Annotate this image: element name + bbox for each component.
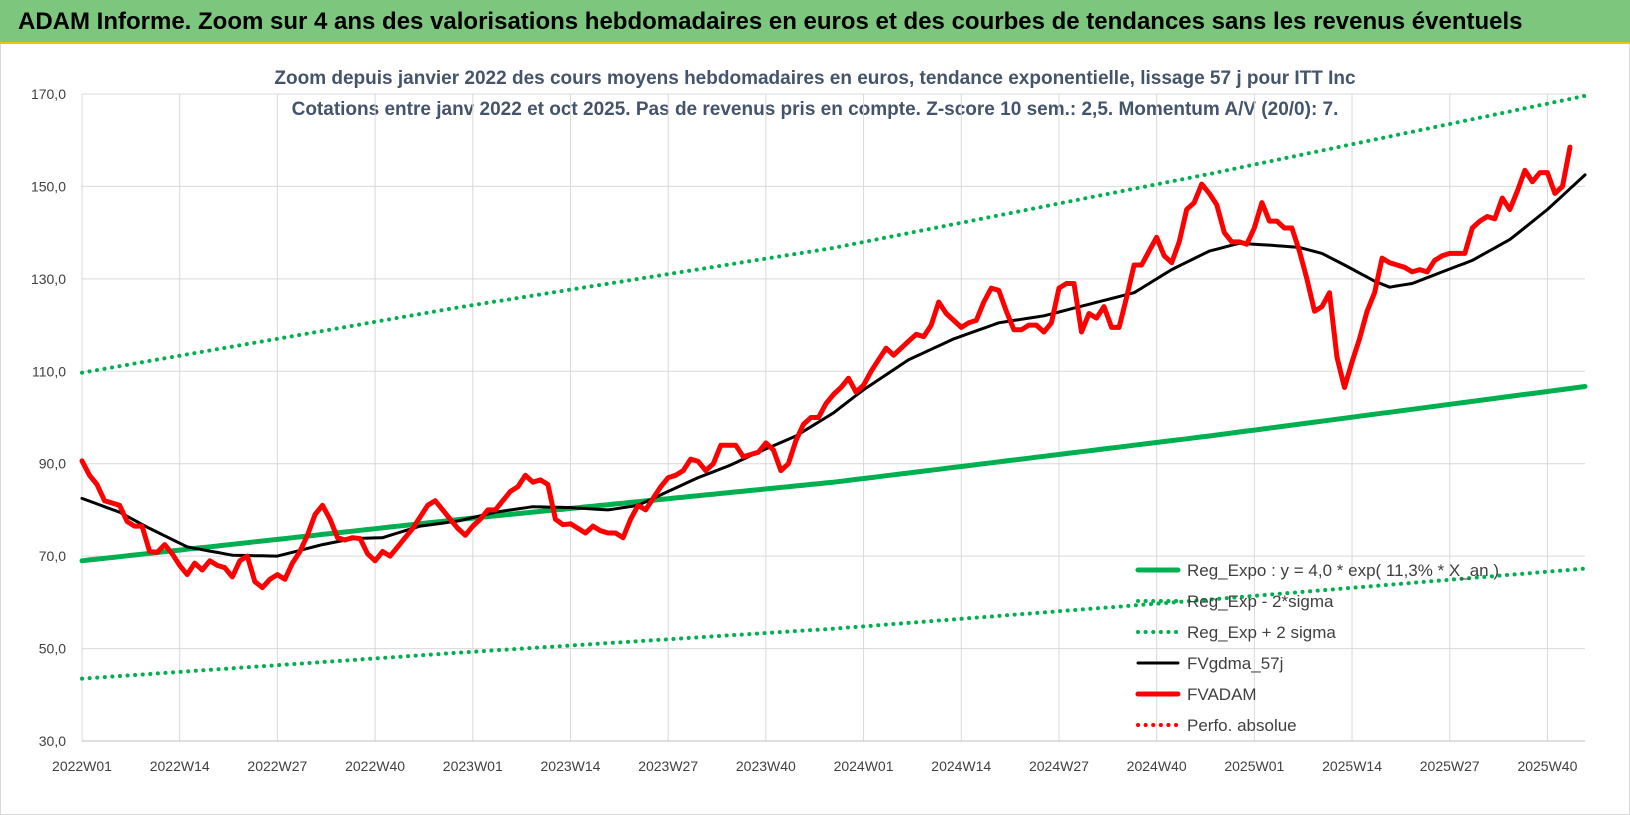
x-tick-label: 2023W14 [541,758,601,774]
series-fvadam [79,144,1573,591]
x-tick-label: 2022W27 [247,758,307,774]
x-tick-label: 2024W01 [834,758,894,774]
series-reg-expo [79,384,1588,564]
x-tick-label: 2022W40 [345,758,405,774]
y-tick-label: 70,0 [39,548,66,564]
legend-label-reg-exp-plus-2sigma: Reg_Exp + 2 sigma [1187,623,1336,642]
x-tick-label: 2024W40 [1127,758,1187,774]
line-chart: Zoom depuis janvier 2022 des cours moyen… [31,68,1588,774]
x-tick-label: 2023W40 [736,758,796,774]
report-title: ADAM Informe. Zoom sur 4 ans des valoris… [18,8,1523,35]
series-fvgdma-57j [80,173,1587,558]
axes: 30,0 50,0 70,0 90,0 110,0 130,0 150,0 170,0 2022… [31,86,1585,774]
y-tick-label: 130,0 [31,271,66,287]
x-tick-label: 2023W27 [638,758,698,774]
chart-subtitle: Cotations entre janv 2022 et oct 2025. P… [292,99,1339,120]
legend: Reg_Expo : y = 4,0 * exp( 11,3% * X_an )… [1135,561,1499,735]
header-divider [0,42,1630,44]
legend-label-reg-exp-minus-2sigma: Reg_Exp - 2*sigma [1187,592,1334,611]
y-tick-label: 110,0 [32,363,66,379]
x-tick-label: 2022W01 [52,758,112,774]
y-tick-label: 50,0 [39,641,66,657]
y-tick-label: 30,0 [39,733,66,749]
x-tick-label: 2024W14 [931,758,991,774]
x-tick-label: 2025W27 [1420,758,1480,774]
plot-area [79,93,1588,681]
x-tick-label: 2024W27 [1029,758,1089,774]
x-tick-label: 2022W14 [150,758,210,774]
legend-label-perfo-absolue: Perfo. absolue [1187,716,1297,735]
series-reg-exp-plus-2sigma [80,93,1587,375]
y-tick-label: 170,0 [31,86,66,102]
x-tick-label: 2023W01 [443,758,503,774]
legend-label-reg-expo: Reg_Expo : y = 4,0 * exp( 11,3% * X_an ) [1187,561,1499,580]
legend-label-fvgdma-57j: FVgdma_57j [1187,654,1283,673]
y-tick-label: 90,0 [39,456,66,472]
legend-label-fvadam: FVADAM [1187,685,1257,704]
chart-title: Zoom depuis janvier 2022 des cours moyen… [274,68,1356,89]
series-reg-exp-minus-2sigma [80,566,1587,681]
x-tick-label: 2025W14 [1322,758,1382,774]
y-tick-label: 150,0 [31,178,66,194]
x-tick-label: 2025W01 [1224,758,1284,774]
report-header: ADAM Informe. Zoom sur 4 ans des valoris… [0,0,1630,42]
x-tick-label: 2025W40 [1517,758,1577,774]
